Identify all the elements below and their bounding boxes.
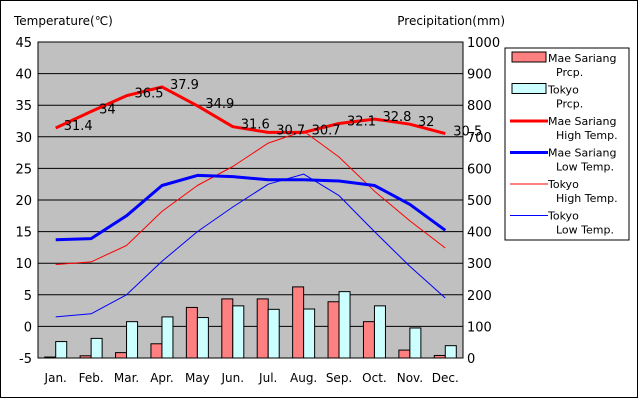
precip-bar xyxy=(115,352,128,359)
precip-bar xyxy=(409,327,422,359)
legend-label: Tokyo xyxy=(547,210,579,223)
data-label: 30.7 xyxy=(276,123,305,138)
precip-bar xyxy=(150,343,163,359)
precip-bar xyxy=(267,308,280,359)
precip-bar xyxy=(338,291,351,359)
data-label: 31.6 xyxy=(241,118,270,133)
right-tick-label: 1000 xyxy=(467,36,500,51)
precip-bar xyxy=(161,316,174,359)
precip-bar xyxy=(373,305,386,359)
x-tick-label: Jan. xyxy=(44,371,67,385)
precip-bar xyxy=(55,341,68,359)
left-tick-label: -5 xyxy=(19,352,32,367)
precip-bar xyxy=(303,308,316,359)
legend-swatch xyxy=(511,51,547,63)
left-axis-title: Temperature(℃) xyxy=(13,14,113,28)
data-label: 32.8 xyxy=(382,110,411,125)
x-tick-label: Nov. xyxy=(397,371,423,385)
left-tick-label: 5 xyxy=(24,289,32,304)
temperature-lines xyxy=(55,85,447,318)
legend-label: Tokyo xyxy=(547,84,579,97)
data-label: 30.5 xyxy=(453,125,482,140)
x-tick-label: May xyxy=(185,371,210,385)
precip-bar xyxy=(444,345,457,359)
precip-bar xyxy=(256,298,269,359)
left-tick-label: 0 xyxy=(24,320,32,335)
data-label: 30.7 xyxy=(312,123,341,138)
right-tick-label: 400 xyxy=(467,226,492,241)
legend-box xyxy=(504,47,630,241)
left-tick-label: 40 xyxy=(15,68,32,83)
data-label: 31.4 xyxy=(64,119,93,134)
precip-bar xyxy=(327,301,340,359)
left-tick-label: 10 xyxy=(15,257,32,272)
precip-bar xyxy=(126,321,139,359)
temp-line xyxy=(55,173,447,242)
precip-bar xyxy=(398,349,411,359)
legend-label: Mae Sariang xyxy=(548,115,617,128)
precip-bar xyxy=(185,306,198,359)
right-tick-label: 700 xyxy=(467,131,492,146)
temp-line xyxy=(55,130,446,265)
legend-label: Tokyo xyxy=(547,178,579,191)
data-label: 36.5 xyxy=(135,87,164,102)
x-tick-label: Dec. xyxy=(432,371,459,385)
legend-label: High Temp. xyxy=(556,192,618,205)
data-label: 32 xyxy=(418,115,435,130)
axes: 454035302520151050-510009008007006005004… xyxy=(15,36,500,385)
legend-swatch xyxy=(511,83,547,94)
x-tick-label: Aug. xyxy=(290,371,317,385)
left-tick-label: 25 xyxy=(15,162,32,177)
precip-bar xyxy=(196,317,209,359)
x-tick-label: Jul. xyxy=(258,371,277,385)
right-tick-label: 800 xyxy=(467,99,492,114)
precip-bar xyxy=(221,298,234,359)
legend-label: High Temp. xyxy=(556,129,618,142)
x-tick-label: Oct. xyxy=(362,371,387,385)
left-tick-label: 30 xyxy=(15,131,32,146)
data-label: 34.9 xyxy=(205,97,234,112)
data-label: 34 xyxy=(99,103,116,118)
data-label: 37.9 xyxy=(170,78,199,93)
right-tick-label: 600 xyxy=(467,162,492,177)
right-tick-label: 100 xyxy=(467,320,492,335)
right-tick-label: 200 xyxy=(467,289,492,304)
x-tick-label: Feb. xyxy=(79,371,104,385)
x-tick-label: Mar. xyxy=(114,371,139,385)
legend-label: Low Temp. xyxy=(556,161,614,174)
temp-line xyxy=(55,85,446,136)
right-tick-label: 500 xyxy=(467,194,492,209)
left-tick-label: 35 xyxy=(15,99,32,114)
legend-label: Prcp. xyxy=(556,98,583,111)
legend-label: Low Temp. xyxy=(556,224,614,237)
precip-bar xyxy=(362,321,375,359)
precip-bar xyxy=(292,286,305,359)
left-tick-label: 45 xyxy=(15,36,32,51)
left-tick-label: 20 xyxy=(15,194,32,209)
x-tick-label: Jun. xyxy=(221,371,245,385)
legend-label: Prcp. xyxy=(556,66,583,79)
data-labels: 31.4 34 36.5 37.9 34.9 31.6 30.7 30.7 32.1 32.8 32… xyxy=(64,78,483,140)
right-tick-label: 900 xyxy=(467,68,492,83)
right-axis-title: Precipitation(mm) xyxy=(397,14,505,28)
left-tick-label: 15 xyxy=(15,226,32,241)
x-tick-label: Sep. xyxy=(326,371,352,385)
precipitation-bars xyxy=(44,286,457,359)
right-tick-label: 0 xyxy=(467,352,475,367)
plot-frame xyxy=(37,41,464,359)
precip-bar xyxy=(232,305,245,359)
temp-line xyxy=(55,173,446,318)
legend-label: Mae Sariang xyxy=(548,147,617,160)
x-tick-label: Apr. xyxy=(150,371,173,385)
legend-label: Mae Sariang xyxy=(548,52,617,65)
right-tick-label: 300 xyxy=(467,257,492,272)
precip-bar xyxy=(90,337,103,359)
data-label: 32.1 xyxy=(347,115,376,130)
